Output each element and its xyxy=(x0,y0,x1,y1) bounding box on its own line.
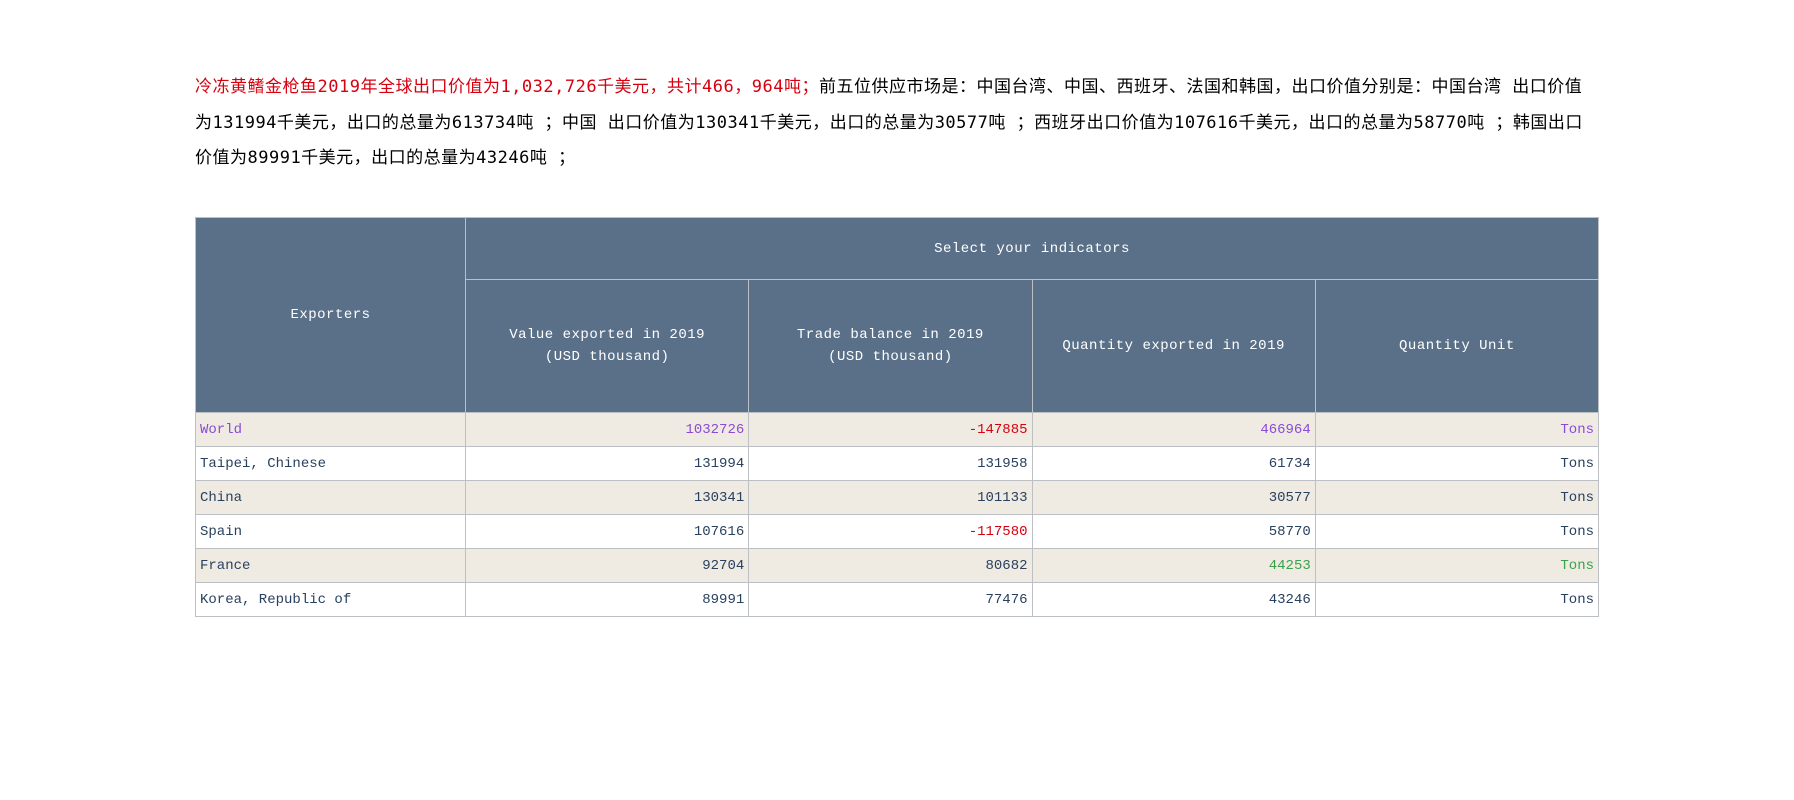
table-row: World1032726-147885466964Tons xyxy=(196,413,1599,447)
cell-value-exported: 130341 xyxy=(466,481,749,515)
intro-paragraph: 冷冻黄鳍金枪鱼2019年全球出口价值为1,032,726千美元，共计466，96… xyxy=(195,70,1599,177)
intro-highlight-text: 冷冻黄鳍金枪鱼2019年全球出口价值为1,032,726千美元，共计466，96… xyxy=(195,77,819,97)
cell-quantity-exported: 30577 xyxy=(1032,481,1315,515)
table-row: Taipei, Chinese13199413195861734Tons xyxy=(196,447,1599,481)
th-indicators: Select your indicators xyxy=(466,218,1599,280)
cell-trade-balance: 77476 xyxy=(749,583,1032,617)
cell-quantity-exported: 61734 xyxy=(1032,447,1315,481)
cell-quantity-unit: Tons xyxy=(1315,583,1598,617)
cell-value-exported: 89991 xyxy=(466,583,749,617)
cell-exporter: China xyxy=(196,481,466,515)
cell-exporter: Korea, Republic of xyxy=(196,583,466,617)
th-trade-balance-line1: Trade balance in 2019(USD thousand) xyxy=(797,327,984,365)
th-value-exported-line1: Value exported in 2019(USD thousand) xyxy=(509,327,705,365)
cell-quantity-unit: Tons xyxy=(1315,447,1598,481)
cell-quantity-unit: Tons xyxy=(1315,549,1598,583)
th-exporters: Exporters xyxy=(196,218,466,413)
th-quantity-unit: Quantity Unit xyxy=(1315,280,1598,413)
table-row: France927048068244253Tons xyxy=(196,549,1599,583)
table-row: Korea, Republic of899917747643246Tons xyxy=(196,583,1599,617)
th-value-exported: Value exported in 2019(USD thousand) xyxy=(466,280,749,413)
cell-trade-balance: 101133 xyxy=(749,481,1032,515)
cell-quantity-exported: 44253 xyxy=(1032,549,1315,583)
cell-trade-balance: -147885 xyxy=(749,413,1032,447)
cell-quantity-unit: Tons xyxy=(1315,481,1598,515)
table-body: World1032726-147885466964TonsTaipei, Chi… xyxy=(196,413,1599,617)
cell-exporter: World xyxy=(196,413,466,447)
cell-quantity-exported: 43246 xyxy=(1032,583,1315,617)
table-header-row-1: Exporters Select your indicators xyxy=(196,218,1599,280)
cell-trade-balance: 131958 xyxy=(749,447,1032,481)
page-container: 冷冻黄鳍金枪鱼2019年全球出口价值为1,032,726千美元，共计466，96… xyxy=(0,0,1794,617)
table-header: Exporters Select your indicators Value e… xyxy=(196,218,1599,413)
cell-quantity-exported: 466964 xyxy=(1032,413,1315,447)
cell-exporter: Spain xyxy=(196,515,466,549)
cell-trade-balance: 80682 xyxy=(749,549,1032,583)
cell-quantity-exported: 58770 xyxy=(1032,515,1315,549)
exporters-table: Exporters Select your indicators Value e… xyxy=(195,217,1599,617)
cell-value-exported: 92704 xyxy=(466,549,749,583)
cell-trade-balance: -117580 xyxy=(749,515,1032,549)
table-row: China13034110113330577Tons xyxy=(196,481,1599,515)
cell-value-exported: 107616 xyxy=(466,515,749,549)
table-row: Spain107616-11758058770Tons xyxy=(196,515,1599,549)
cell-value-exported: 1032726 xyxy=(466,413,749,447)
cell-value-exported: 131994 xyxy=(466,447,749,481)
cell-exporter: Taipei, Chinese xyxy=(196,447,466,481)
th-quantity-exported: Quantity exported in 2019 xyxy=(1032,280,1315,413)
th-trade-balance: Trade balance in 2019(USD thousand) xyxy=(749,280,1032,413)
cell-quantity-unit: Tons xyxy=(1315,515,1598,549)
cell-quantity-unit: Tons xyxy=(1315,413,1598,447)
cell-exporter: France xyxy=(196,549,466,583)
